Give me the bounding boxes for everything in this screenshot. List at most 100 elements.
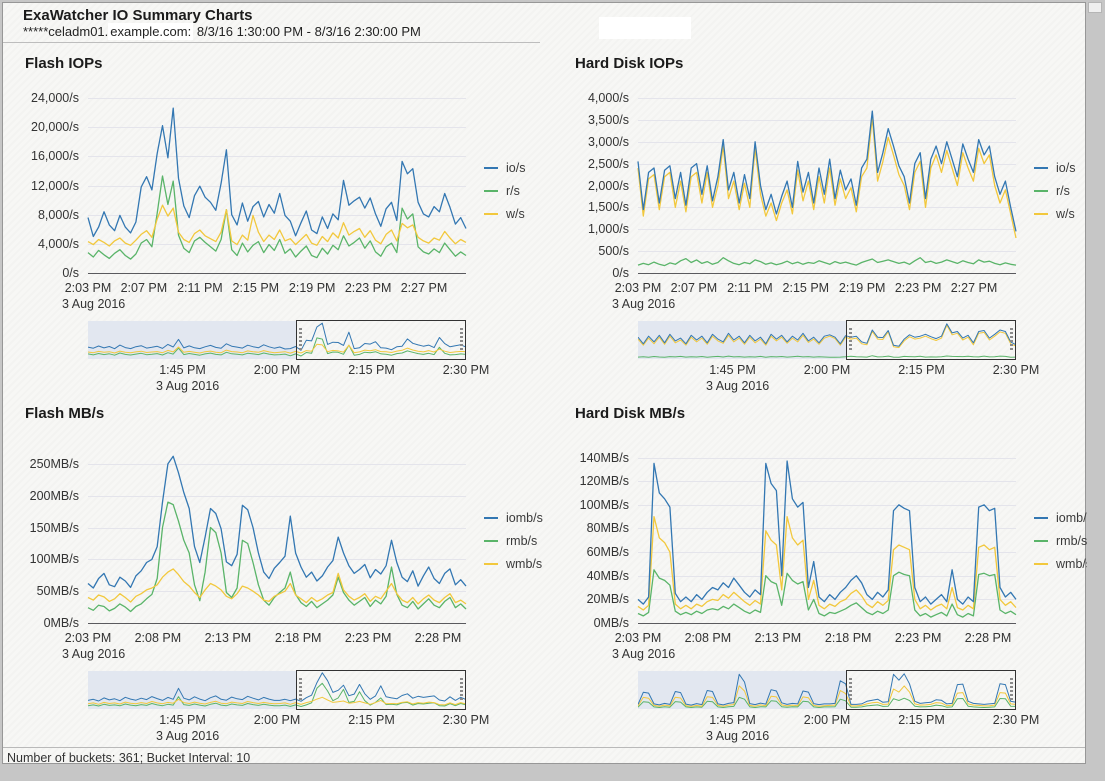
legend-swatch-io/s <box>1034 166 1048 169</box>
overview-x-axis-label: 2:30 PM <box>992 363 1040 377</box>
overview-x-axis: 1:45 PM 2:00 PM 2:15 PM 2:30 PM <box>88 363 489 378</box>
legend-item: rmb/s <box>484 533 543 548</box>
legend-label: rmb/s <box>1056 533 1088 548</box>
overview-plot[interactable] <box>638 320 1016 360</box>
overview-selection-window[interactable] <box>845 670 1016 710</box>
gridline <box>88 98 466 99</box>
gridline <box>638 98 1016 99</box>
overview-right-handle[interactable] <box>459 328 463 352</box>
y-axis-label: 20MB/s <box>586 592 629 607</box>
gridline <box>88 559 466 561</box>
overview-left-handle[interactable] <box>848 328 852 352</box>
overview-x-axis-label: 2:00 PM <box>803 363 851 377</box>
gridline <box>88 495 466 497</box>
gridline <box>88 185 466 187</box>
overview-x-axis-label: 2:30 PM <box>442 713 490 727</box>
chart-title: Hard Disk MB/s <box>575 405 686 422</box>
chart-title: Flash MB/s <box>25 405 105 422</box>
x-axis-label: 2:15 PM <box>782 281 830 295</box>
overview-plot[interactable] <box>88 320 466 360</box>
overview-selection-window[interactable] <box>295 320 466 360</box>
y-axis: 4,000/s 3,500/s 3,000/s 2,500/s 2,000/s 1,500… <box>575 91 633 280</box>
gridline <box>638 119 1016 121</box>
overview-right-handle[interactable] <box>1009 328 1013 352</box>
overview-right-handle[interactable] <box>1009 678 1013 702</box>
legend-item: wmb/s <box>484 557 543 571</box>
scroll-up-icon[interactable] <box>1088 2 1102 13</box>
legend-label: w/s <box>1056 206 1075 221</box>
overview-x-axis-label: 2:15 PM <box>898 363 945 377</box>
gridline <box>88 214 466 216</box>
chart-title: Hard Disk IOPs <box>575 55 684 72</box>
legend-item: w/s <box>484 206 525 221</box>
page: ExaWatcher IO Summary Charts *****celadm… <box>2 2 1093 765</box>
chart-module-flash-mbs: Flash MB/s 250MB/s 200MB/s 150MB/s 100MB/s 5… <box>25 405 543 750</box>
x-axis-label: 2:18 PM <box>274 631 322 645</box>
legend-label: rmb/s <box>506 533 538 548</box>
x-axis-label: 2:11 PM <box>177 281 223 295</box>
overview-right-handle[interactable] <box>459 678 463 702</box>
legend-item: r/s <box>1034 184 1075 198</box>
scrollbar[interactable] <box>1087 0 1105 781</box>
x-axis-date: 3 Aug 2016 <box>612 647 676 661</box>
overview-x-axis: 1:45 PM 2:00 PM 2:15 PM 2:30 PM <box>638 363 1039 378</box>
overview-line-w/s <box>88 343 466 354</box>
legend-label: iomb/s <box>1056 510 1093 525</box>
series-line-wmb/s <box>637 515 1017 611</box>
legend-item: w/s <box>1034 206 1075 221</box>
legend-item: io/s <box>1034 161 1075 175</box>
overview-selection-window[interactable] <box>845 320 1016 360</box>
legend-label: r/s <box>506 183 520 198</box>
overview-x-axis: 1:45 PM 2:00 PM 2:15 PM 2:30 PM <box>638 713 1039 728</box>
overview-left-handle[interactable] <box>298 328 302 352</box>
gridline <box>638 229 1016 231</box>
x-axis: 2:03 PM 2:07 PM 2:11 PM 2:15 PM 2:19 PM 2:23 … <box>615 281 1016 296</box>
legend-swatch-rmb/s <box>484 539 498 542</box>
series-line-rmb/s <box>637 569 1017 618</box>
overview-left-handle[interactable] <box>848 678 852 702</box>
y-axis-label: 60MB/s <box>586 545 629 560</box>
gridline <box>638 251 1016 253</box>
plot-area[interactable] <box>637 448 1017 624</box>
x-axis-label: 2:23 PM <box>894 281 942 295</box>
overview-x-axis-label: 1:45 PM <box>159 713 206 727</box>
x-axis-label: 2:18 PM <box>824 631 872 645</box>
chart-module-hard-disk-iops: Hard Disk IOPs 4,000/s 3,500/s 3,000/s 2,50… <box>575 55 1088 400</box>
legend: iomb/s rmb/s wmb/s <box>1034 511 1093 580</box>
overview-plot[interactable] <box>88 670 466 710</box>
y-axis-label: 4,000/s <box>587 91 629 105</box>
series-line-w/s <box>87 204 467 247</box>
legend-item: iomb/s <box>1034 510 1093 525</box>
plot-area[interactable] <box>87 98 467 274</box>
gridline <box>88 127 466 129</box>
y-axis-label: 0/s <box>612 266 629 280</box>
overview-plot[interactable] <box>638 670 1016 710</box>
overview-selection-window[interactable] <box>295 670 466 710</box>
overview-x-axis-label: 2:30 PM <box>442 363 490 377</box>
gridline <box>88 463 466 465</box>
plot-area[interactable] <box>637 98 1017 274</box>
x-axis-label: 2:03 PM <box>64 631 112 645</box>
legend: io/s r/s w/s <box>1034 161 1075 230</box>
series-line-r/s <box>637 257 1017 267</box>
gridline <box>88 156 466 158</box>
gridline <box>638 481 1016 483</box>
legend-label: io/s <box>506 160 526 175</box>
y-axis-label: 250MB/s <box>29 456 79 471</box>
y-axis-label: 200MB/s <box>29 488 79 503</box>
gridline <box>638 141 1016 143</box>
y-axis-label: 1,000/s <box>587 222 629 237</box>
legend-swatch-wmb/s <box>1034 562 1048 565</box>
x-axis-label: 2:08 PM <box>684 631 732 645</box>
overview-line-w/s <box>638 324 1016 349</box>
overview-line-iomb/s <box>638 673 1016 706</box>
y-axis-label: 16,000/s <box>31 149 79 164</box>
page-subtitle: *****celadm01. example.com: 8/3/16 1:30:0… <box>23 23 421 40</box>
legend-label: w/s <box>506 206 525 221</box>
plot-area[interactable] <box>87 448 467 624</box>
x-axis-label: 2:19 PM <box>288 281 336 295</box>
overview-left-handle[interactable] <box>298 678 302 702</box>
gridline <box>638 575 1016 577</box>
y-axis-label: 3,500/s <box>587 112 629 127</box>
x-axis-date: 3 Aug 2016 <box>62 297 126 311</box>
